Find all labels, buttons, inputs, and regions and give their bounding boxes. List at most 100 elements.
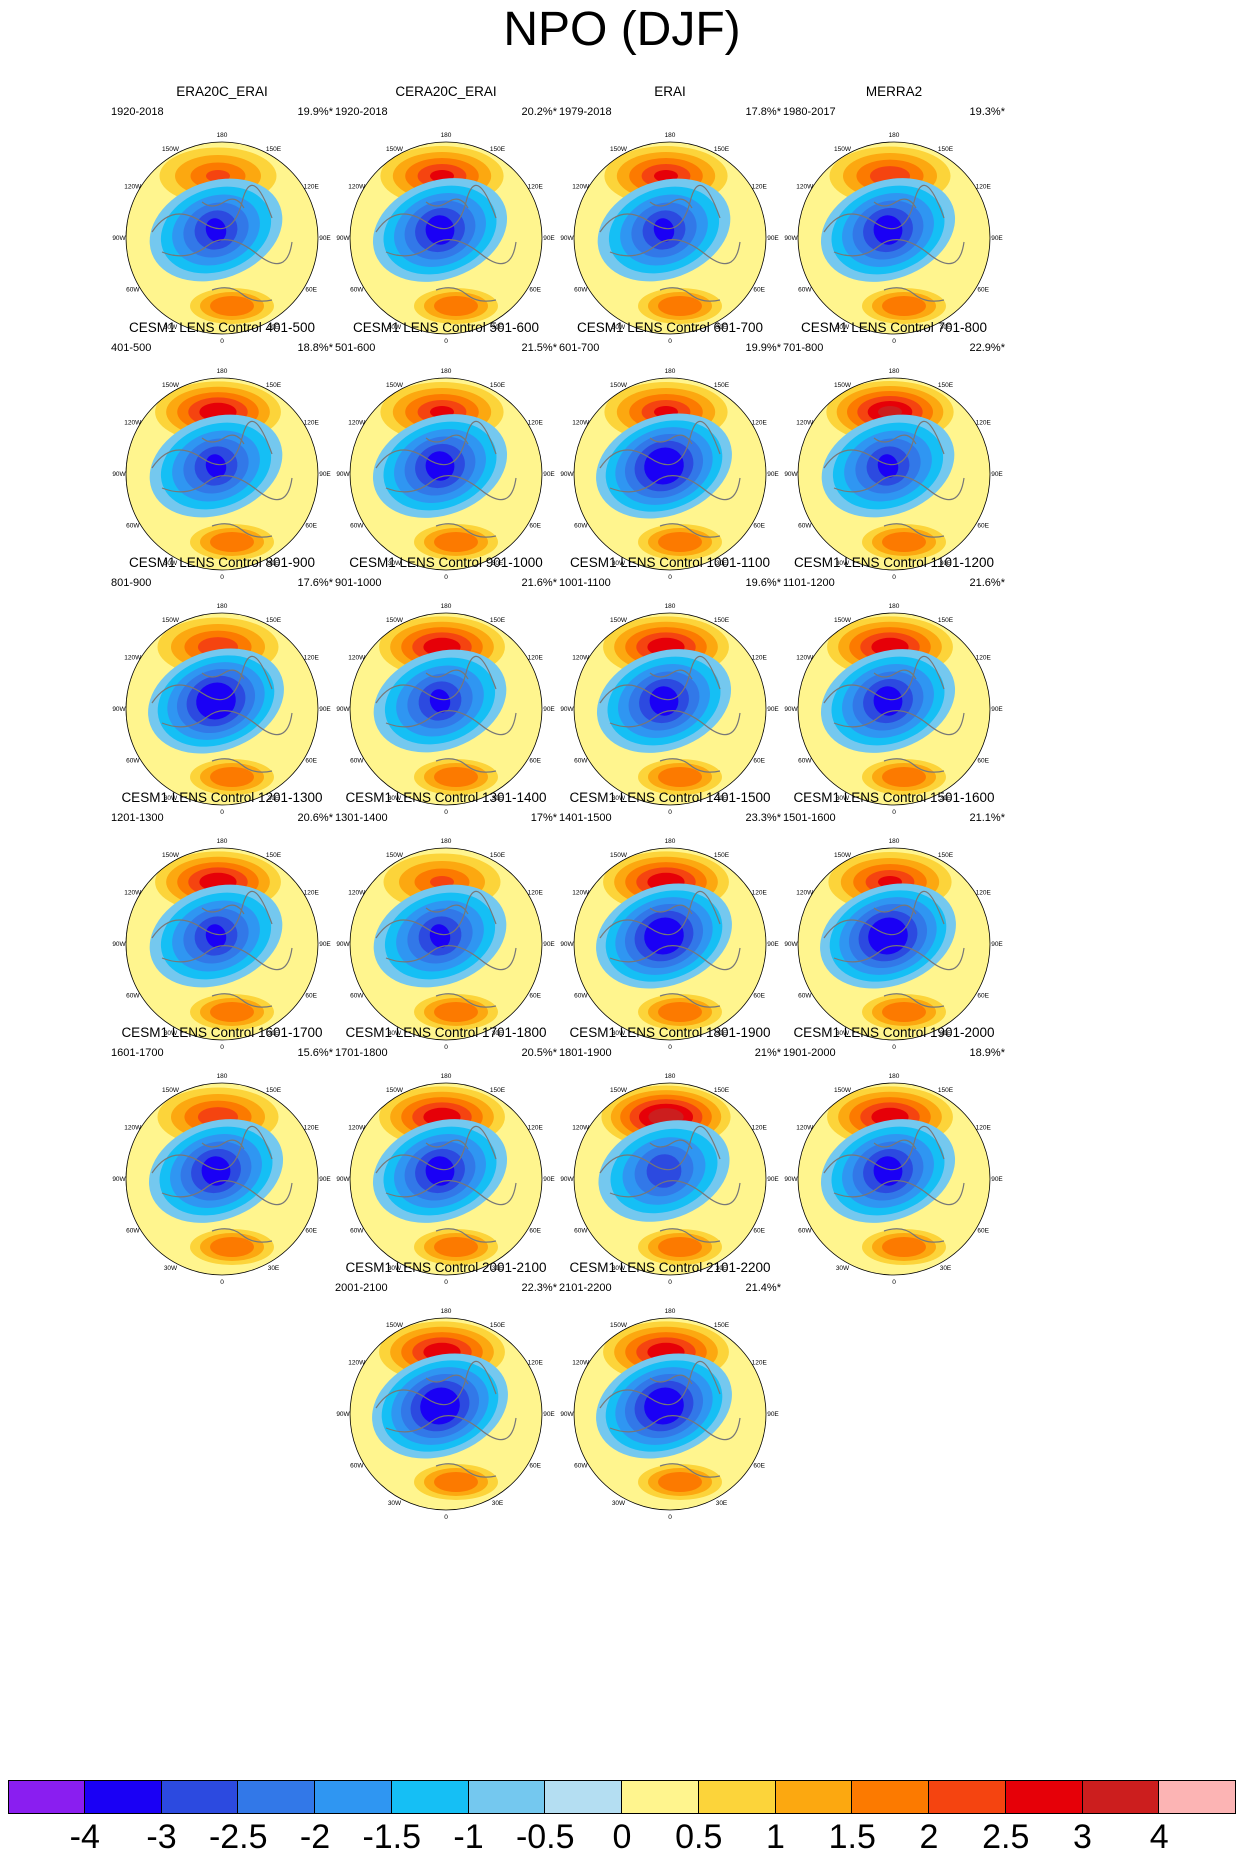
secondary-contour	[210, 1002, 254, 1022]
polar-map: 180 150W 150E 120W 120E 90W 90E 60W 60E 30W 30E 0	[112, 603, 331, 816]
panel-period: 701-800	[783, 342, 824, 354]
map-panel: CESM1 LENS Control 1801-1900 1801-1900 21%…	[537, 1025, 803, 1301]
longitude-tick: 180	[665, 838, 676, 845]
longitude-tick: 90W	[336, 941, 350, 948]
longitude-tick: 120W	[796, 1125, 814, 1132]
coastline	[599, 1125, 741, 1243]
map-panel: CESM1 LENS Control 901-1000 901-1000 21.6%…	[313, 555, 579, 831]
panel-variance: 21.6%*	[521, 577, 557, 589]
coastline	[151, 184, 293, 302]
longitude-tick: 120E	[752, 1125, 768, 1132]
longitude-tick: 30E	[268, 1030, 280, 1037]
longitude-tick: 30E	[268, 795, 280, 802]
longitude-tick: 90W	[784, 235, 798, 242]
panel-title: CESM1 LENS Control 1901-2000	[793, 1025, 995, 1040]
longitude-tick: 90W	[784, 1176, 798, 1183]
longitude-tick: 60E	[305, 523, 317, 530]
low-contour	[653, 218, 675, 242]
panel-variance: 20.5%*	[521, 1047, 557, 1059]
colorbar-label: 4	[1149, 1818, 1169, 1856]
longitude-tick: 60W	[350, 523, 364, 530]
longitude-tick: 0	[444, 1044, 448, 1051]
longitude-tick: 120E	[976, 655, 992, 662]
colorbar-cell	[852, 1780, 929, 1814]
longitude-tick: 150E	[714, 382, 730, 389]
colorbar-cell	[622, 1780, 699, 1814]
longitude-tick: 120E	[976, 890, 992, 897]
longitude-tick: 30E	[716, 324, 728, 331]
map-border	[125, 141, 319, 335]
longitude-tick: 150W	[610, 146, 628, 153]
longitude-tick: 90W	[112, 471, 126, 478]
map-panel: CESM1 LENS Control 2101-2200 2101-2200 21.…	[537, 1260, 803, 1536]
map-panel: CERA20C_ERAI 1920-2018 20.2%* 180 150W 150E 12…	[313, 84, 579, 360]
longitude-tick: 120W	[348, 1360, 366, 1367]
coastline	[375, 184, 517, 302]
low-contour	[425, 215, 455, 245]
secondary-contour	[658, 1472, 702, 1492]
longitude-tick: 60E	[977, 1228, 989, 1235]
secondary-contour	[434, 1002, 478, 1022]
panel-title: MERRA2	[865, 84, 923, 99]
longitude-tick: 180	[665, 368, 676, 375]
longitude-tick: 60W	[574, 287, 588, 294]
longitude-tick: 120E	[752, 655, 768, 662]
panel-variance: 21.5%*	[521, 342, 557, 354]
polar-map: 180 150W 150E 120W 120E 90W 90E 60W 60E 30W 30E 0	[560, 1308, 779, 1521]
longitude-tick: 180	[665, 132, 676, 139]
coastline	[151, 890, 293, 1008]
polar-map: 180 150W 150E 120W 120E 90W 90E 60W 60E 30W 30E 0	[112, 368, 331, 581]
map-border	[797, 141, 991, 335]
longitude-tick: 120E	[528, 1360, 544, 1367]
longitude-tick: 60E	[529, 287, 541, 294]
map-border	[125, 847, 319, 1041]
map-border	[349, 141, 543, 335]
colorbar-labels: -4 -3 -2.5 -2 -1.5 -1 -0.5 0 0.5 1 1.5 2 2.5 3 4	[8, 1818, 1236, 1858]
colorbar-cell	[698, 1780, 776, 1814]
map-panel: CESM1 LENS Control 801-900 801-900 17.6%* 1…	[89, 555, 355, 831]
longitude-tick: 120W	[796, 890, 814, 897]
longitude-tick: 90W	[560, 706, 574, 713]
map-border	[797, 377, 991, 571]
longitude-tick: 150W	[834, 852, 852, 859]
low-contour	[649, 686, 679, 716]
panel-variance: 20.2%*	[521, 106, 557, 118]
low-contour	[205, 218, 227, 242]
polar-map: 180 150W 150E 120W 120E 90W 90E 60W 60E 30W 30E 0	[560, 603, 779, 816]
polar-map: 180 150W 150E 120W 120E 90W 90E 60W 60E 30W 30E 0	[336, 1073, 555, 1286]
longitude-tick: 60W	[126, 993, 140, 1000]
map-border	[349, 847, 543, 1041]
longitude-tick: 30E	[940, 795, 952, 802]
colorbar-label: 2	[919, 1818, 939, 1856]
longitude-tick: 0	[892, 574, 896, 581]
longitude-tick: 60E	[753, 758, 765, 765]
panel-title: CESM1 LENS Control 1101-1200	[793, 555, 995, 570]
colorbar-cell	[84, 1780, 162, 1814]
map-panel: CESM1 LENS Control 1601-1700 1601-1700 15.…	[89, 1025, 355, 1301]
colorbar-label: 0	[612, 1818, 632, 1856]
longitude-tick: 120W	[572, 420, 590, 427]
coastline	[823, 1125, 965, 1243]
longitude-tick: 90W	[560, 1176, 574, 1183]
colorbar-cell	[161, 1780, 239, 1814]
longitude-tick: 90E	[319, 1176, 331, 1183]
panel-title: CESM1 LENS Control 1601-1700	[121, 1025, 323, 1040]
map-panel: CESM1 LENS Control 1001-1100 1001-1100 19.…	[537, 555, 803, 831]
longitude-tick: 90W	[560, 1411, 574, 1418]
page-title: NPO (DJF)	[503, 3, 741, 56]
panel-period: 2001-2100	[335, 1282, 388, 1294]
map-border	[573, 377, 767, 571]
longitude-tick: 30W	[612, 560, 626, 567]
polar-map: 180 150W 150E 120W 120E 90W 90E 60W 60E 30W 30E 0	[784, 1073, 1003, 1286]
panel-variance: 21.1%*	[969, 812, 1005, 824]
longitude-tick: 60W	[126, 287, 140, 294]
colorbar-label: 2.5	[982, 1818, 1030, 1856]
longitude-tick: 60W	[798, 287, 812, 294]
secondary-contour	[658, 532, 702, 552]
longitude-tick: 30W	[164, 324, 178, 331]
map-panel: CESM1 LENS Control 1901-2000 1901-2000 18.…	[761, 1025, 1027, 1301]
panel-period: 2101-2200	[559, 1282, 612, 1294]
longitude-tick: 120W	[124, 1125, 142, 1132]
longitude-tick: 60W	[350, 1463, 364, 1470]
